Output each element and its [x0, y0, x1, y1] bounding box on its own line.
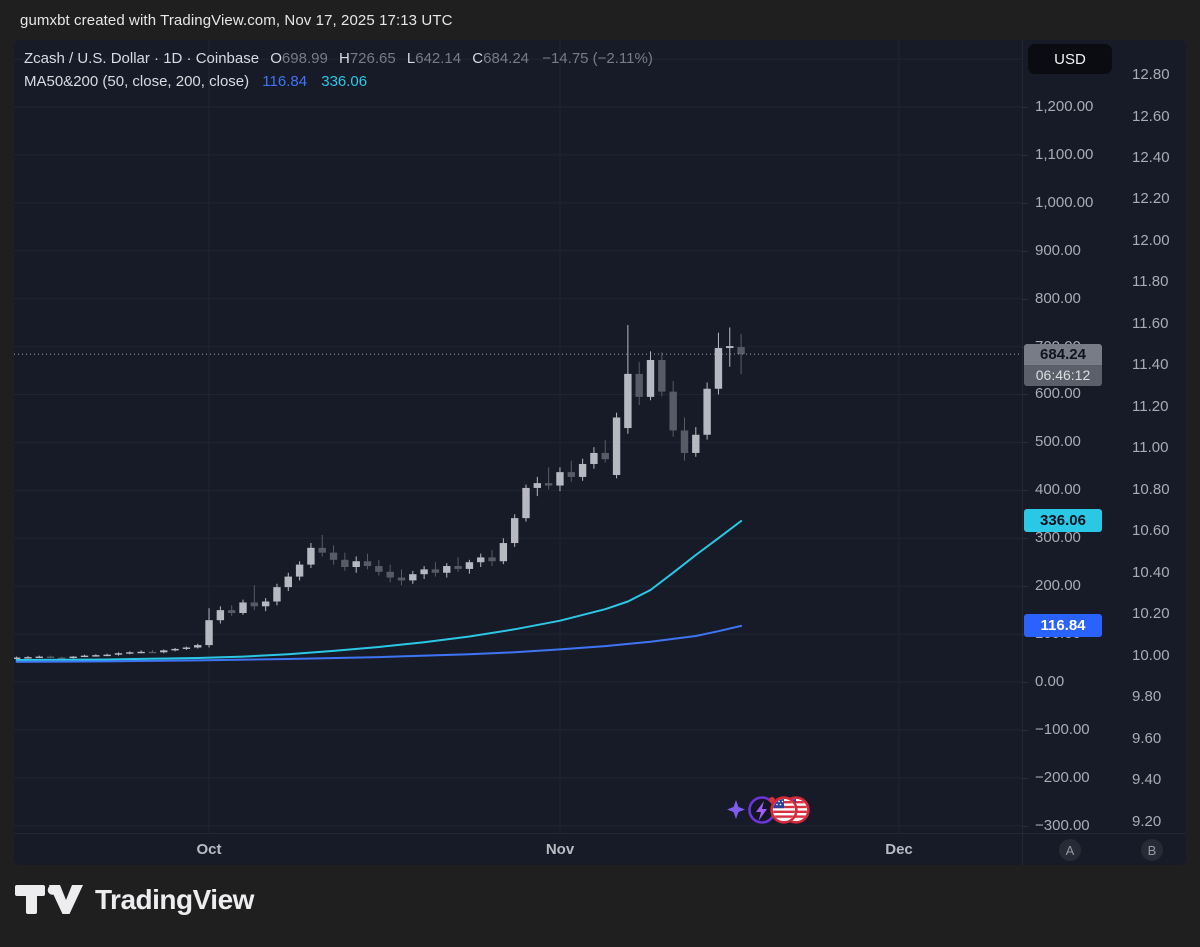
high-letter: H	[338, 50, 350, 67]
scale-b-button[interactable]: B	[1141, 839, 1163, 861]
symbol-title[interactable]: Zcash / U.S. Dollar · 1D · Coinbase	[24, 50, 260, 67]
price-tick	[1022, 202, 1028, 204]
ma-cyan-price-badge: 336.06	[1024, 509, 1102, 532]
price-tick	[1022, 825, 1028, 827]
symbol-legend: Zcash / U.S. Dollar · 1D · Coinbase O698…	[24, 47, 653, 93]
price-scale-a[interactable]: 1,200.001,100.001,000.00900.00800.00700.…	[1022, 40, 1118, 834]
price-label-b: 12.40	[1132, 149, 1170, 166]
price-label-b: 10.00	[1132, 647, 1170, 664]
price-tick	[1022, 777, 1028, 779]
price-tick	[1022, 298, 1028, 300]
price-label-a: 400.00	[1035, 481, 1081, 499]
open-letter: O	[270, 50, 282, 67]
price-label-b: 12.00	[1132, 232, 1170, 249]
price-label-b: 9.20	[1132, 813, 1162, 830]
last-price-badge: 684.24 06:46:12	[1024, 344, 1102, 386]
chart-widget: Zcash / U.S. Dollar · 1D · Coinbase O698…	[14, 40, 1186, 865]
price-scale-b[interactable]: 12.80 12.60 12.40 12.20 12.00 11.80 11.60 11.40…	[1118, 40, 1186, 833]
price-tick	[1022, 682, 1028, 683]
scale-a-button[interactable]: A	[1059, 839, 1081, 861]
tradingview-mark-icon	[15, 885, 83, 914]
price-label-b: 12.60	[1132, 108, 1170, 125]
last-price-value: 684.24	[1024, 344, 1102, 365]
price-label-a: 0.00	[1035, 673, 1065, 690]
price-label-b: 11.00	[1132, 439, 1169, 456]
price-label-b: 12.20	[1132, 190, 1170, 207]
event-markers[interactable]	[722, 792, 814, 836]
footer: TradingView	[0, 865, 1200, 947]
month-label: Oct	[196, 841, 222, 858]
price-tick	[1022, 586, 1028, 588]
change-value: −14.75 (−2.11%)	[542, 50, 653, 67]
attribution-text: gumxbt created with TradingView.com, Nov…	[20, 12, 453, 29]
price-label-b: 9.60	[1132, 730, 1162, 747]
time-axis[interactable]: A B Oct Nov Dec	[14, 833, 1186, 865]
price-tick	[1022, 154, 1028, 156]
attribution-bar: gumxbt created with TradingView.com, Nov…	[0, 0, 1200, 40]
price-label-a: 300.00	[1035, 529, 1081, 547]
price-label-a: −100.00	[1035, 720, 1090, 738]
bar-countdown: 06:46:12	[1024, 365, 1102, 386]
price-label-b: 11.40	[1132, 356, 1169, 373]
price-tick	[1022, 394, 1028, 396]
price-label-b: 11.80	[1132, 273, 1169, 290]
candlestick-plot[interactable]	[14, 40, 1022, 833]
month-label: Nov	[545, 841, 575, 858]
price-label-b: 11.60	[1132, 315, 1169, 332]
close-letter: C	[472, 50, 484, 67]
tradingview-wordmark: TradingView	[95, 884, 254, 915]
price-label-a: −200.00	[1035, 768, 1090, 786]
indicator-label[interactable]: MA50&200 (50, close, 200, close)	[24, 73, 250, 90]
price-tick	[1022, 250, 1028, 252]
us-flag-event-icon-front[interactable]	[770, 796, 798, 824]
price-label-b: 11.20	[1132, 398, 1169, 415]
price-tick	[1022, 442, 1028, 444]
price-label-a: 800.00	[1035, 289, 1081, 307]
price-label-a: 1,200.00	[1035, 97, 1094, 115]
price-axis-separator	[1022, 40, 1023, 865]
ma-blue-value: 116.84	[262, 73, 308, 90]
price-label-a: 500.00	[1035, 433, 1081, 451]
price-tick	[1022, 538, 1028, 540]
currency-toggle-button[interactable]: USD	[1028, 44, 1112, 74]
ma-cyan-value: 336.06	[321, 73, 368, 90]
ma-blue-price-badge: 116.84	[1024, 614, 1102, 637]
low-letter: L	[406, 50, 416, 67]
price-label-a: 900.00	[1035, 241, 1081, 259]
price-tick	[1022, 729, 1028, 731]
price-tick	[1022, 106, 1028, 108]
price-label-b: 9.80	[1132, 688, 1162, 705]
price-label-a: 200.00	[1035, 577, 1081, 595]
price-label-b: 12.80	[1132, 66, 1170, 83]
price-label-a: 1,000.00	[1035, 193, 1094, 211]
lightning-event-icon[interactable]	[748, 796, 776, 824]
price-label-b: 10.20	[1132, 605, 1170, 622]
price-label-a: 600.00	[1035, 385, 1081, 403]
indicator-row: MA50&200 (50, close, 200, close) 116.84 …	[24, 70, 653, 93]
high-value: 726.65	[349, 50, 396, 67]
price-tick	[1022, 490, 1028, 492]
price-label-b: 10.80	[1132, 481, 1170, 498]
low-value: 642.14	[415, 50, 462, 67]
price-label-a: −300.00	[1035, 816, 1090, 834]
open-value: 698.99	[281, 50, 328, 67]
close-value: 684.24	[483, 50, 530, 67]
symbol-row: Zcash / U.S. Dollar · 1D · Coinbase O698…	[24, 47, 653, 70]
price-label-a: 1,100.00	[1035, 145, 1094, 163]
month-label: Dec	[885, 841, 913, 858]
price-label-b: 10.40	[1132, 564, 1170, 581]
price-label-b: 9.40	[1132, 771, 1162, 788]
price-label-b: 10.60	[1132, 522, 1170, 539]
tradingview-logo[interactable]: TradingView	[15, 883, 254, 917]
sparkle-icon	[727, 800, 745, 819]
